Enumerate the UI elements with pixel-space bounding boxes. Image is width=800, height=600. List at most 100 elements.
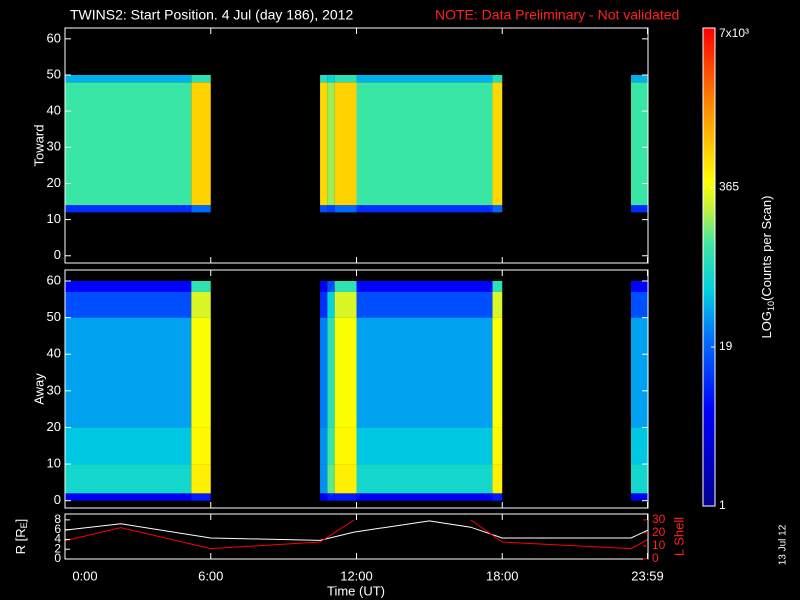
y-tick-label: 0 [54, 492, 61, 507]
colorbar-label: LOG10(Counts per Scan) [759, 196, 776, 339]
heatmap-cell [65, 427, 192, 465]
heatmap-cell [630, 75, 648, 83]
y-tick-label: 0 [54, 551, 61, 565]
orbit-line [64, 519, 355, 550]
heatmap-cell [630, 427, 648, 465]
y-tick-label: 20 [47, 419, 61, 434]
y-tick-label: 60 [47, 272, 61, 287]
heatmap-cell [191, 317, 211, 428]
heatmap-cell [630, 317, 648, 428]
heatmap-cell [327, 75, 335, 83]
heatmap-cell [191, 82, 211, 206]
colorbar-label-part: 10 [766, 301, 776, 311]
heatmap-cell [334, 280, 357, 292]
x-tick-label: 6:00 [198, 568, 223, 583]
y2-axis-label: L Shell [671, 517, 686, 556]
y-tick-label: 8 [54, 512, 61, 526]
heatmap-cell [327, 317, 335, 428]
heatmap-cell [630, 493, 648, 501]
heatmap-cell [327, 291, 335, 318]
heatmap-cell [356, 317, 493, 428]
y2-tick-label: 10 [652, 538, 666, 552]
x-tick-label: 23:59 [631, 568, 664, 583]
y-tick-label: 10 [47, 211, 61, 226]
x-tick-label: 0:00 [72, 568, 97, 583]
y-tick-label: 30 [47, 382, 61, 397]
heatmap-cell [492, 280, 503, 292]
colorbar [703, 28, 715, 506]
colorbar-tick-label: 19 [719, 339, 733, 353]
heatmap-cell [334, 464, 357, 494]
y-tick-label: 10 [47, 455, 61, 470]
y-axis-label: Away [31, 373, 46, 405]
orbit-line [470, 519, 649, 550]
heatmap-cell [492, 427, 503, 465]
heatmap-cell [320, 75, 328, 83]
heatmap-cell [327, 205, 335, 213]
colorbar-label-part: (Counts per Scan) [759, 196, 774, 302]
x-axis-label: Time (UT) [327, 583, 385, 598]
heatmap-cell [334, 427, 357, 465]
heatmap-cell [65, 317, 192, 428]
heatmap-cell [320, 317, 328, 428]
heatmap-cell [356, 75, 493, 83]
heatmap-cell [191, 280, 211, 292]
orbit-line [64, 520, 649, 541]
heatmap-cell [65, 493, 192, 501]
y-axis-label: Toward [31, 125, 46, 167]
heatmap-cell [356, 205, 493, 213]
y-tick-label: 50 [47, 66, 61, 81]
y-tick-label: 50 [47, 309, 61, 324]
heatmap-cell [191, 427, 211, 465]
heatmap-cell [356, 464, 493, 494]
heatmap-cell [327, 427, 335, 465]
heatmap-cell [356, 280, 493, 292]
heatmap-cell [334, 317, 357, 428]
x-tick-label: 18:00 [486, 568, 519, 583]
colorbar-tick-label: 365 [719, 180, 739, 194]
y-tick-label: 6 [54, 522, 61, 536]
heatmap-cell [492, 493, 503, 501]
y-tick-label: 2 [54, 541, 61, 555]
colorbar-tick-label: 7x10³ [719, 26, 749, 40]
heatmap-cell [334, 291, 357, 318]
heatmap-cell [630, 205, 648, 213]
heatmap-cell [191, 464, 211, 494]
heatmap-cell [334, 75, 357, 83]
note: NOTE: Data Preliminary - Not validated [435, 7, 679, 23]
heatmap-cell [65, 464, 192, 494]
y-tick-label: 30 [47, 139, 61, 154]
heatmap-cell [65, 82, 192, 206]
heatmap-cell [191, 493, 211, 501]
heatmap-cell [320, 280, 328, 292]
heatmap-cell [356, 427, 493, 465]
heatmap-cell [320, 427, 328, 465]
heatmap-cell [320, 82, 328, 206]
heatmap-cell [320, 493, 328, 501]
heatmap-cell [492, 82, 503, 206]
y-tick-label: 4 [54, 532, 61, 546]
y-axis-label-part: R [R [13, 528, 28, 554]
colorbar-frame [702, 27, 716, 507]
y2-tick-label: 20 [652, 525, 666, 539]
heatmap-cell [492, 205, 503, 213]
heatmap-cell [65, 75, 192, 83]
heatmap-cell [320, 205, 328, 213]
heatmap-cell [327, 280, 335, 292]
heatmap-cell [334, 82, 357, 206]
heatmap-cell [334, 205, 357, 213]
y-tick-label: 20 [47, 175, 61, 190]
x-tick-label: 12:00 [340, 568, 373, 583]
heatmap-cell [327, 493, 335, 501]
heatmap-cell [630, 82, 648, 206]
date-stamp: 13 Jul 12 [778, 524, 789, 565]
y-axis-label-part: E [19, 522, 29, 528]
heatmap-cell [191, 291, 211, 318]
heatmap-cell [492, 464, 503, 494]
heatmap-cell [492, 317, 503, 428]
colorbar-label-part: LOG [759, 311, 774, 338]
heatmap-cell [191, 205, 211, 213]
heatmap-cell [327, 464, 335, 494]
heatmap-cell [191, 75, 211, 83]
